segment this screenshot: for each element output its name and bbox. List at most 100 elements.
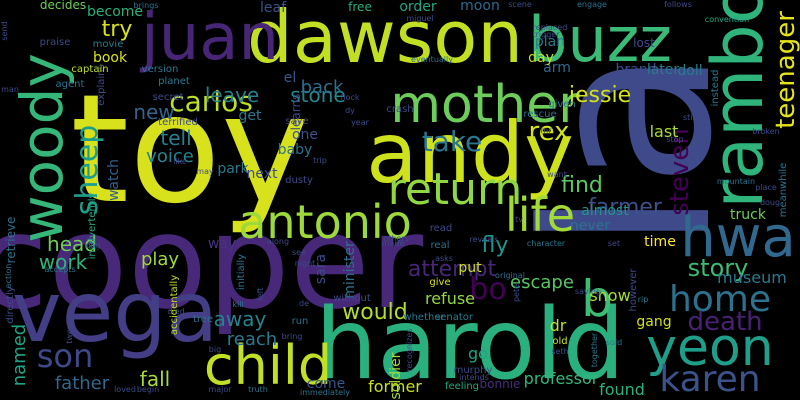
word-meanwhile: meanwhile (778, 162, 789, 218)
word-original: original (495, 271, 525, 280)
word-antonio: antonio (238, 195, 412, 249)
word-run: run (291, 316, 309, 327)
word-rex: rex (528, 117, 570, 147)
word-recognizes: recognizes (405, 328, 414, 372)
word-together: together (590, 332, 599, 368)
word-fall: fall (139, 367, 171, 391)
word-trigger: trigger (532, 30, 560, 39)
word-big: big (208, 345, 222, 354)
word-dy: dy (345, 106, 355, 115)
word-movie: movie (92, 39, 124, 50)
word-dusty: dusty (285, 175, 313, 186)
word-named: named (9, 323, 30, 387)
word-minister: minister (342, 241, 358, 299)
word-watch: watch (106, 158, 122, 202)
word-secret: secret (152, 92, 184, 103)
word-truck: truck (730, 207, 766, 223)
word-baby: baby (277, 142, 313, 158)
word-child: child (203, 334, 333, 397)
word-mr: mr (540, 126, 552, 135)
word-stop: stop (666, 135, 684, 144)
word-park: park (217, 161, 249, 177)
word-time: time (644, 234, 676, 250)
word-death: death (687, 307, 763, 337)
word-immediately: immediately (300, 388, 350, 397)
word-doug: doug (759, 198, 781, 207)
word-planet: planet (158, 76, 190, 87)
word-way: way (207, 236, 237, 252)
word-mountain: mountain (716, 177, 756, 186)
word-initially: initially (236, 253, 247, 291)
word-broken: broken (752, 127, 780, 136)
word-carlos: carlos (169, 85, 253, 118)
word-praise: praise (39, 37, 71, 48)
word-cooper: cooper (0, 186, 424, 338)
word-order: order (399, 0, 437, 15)
word-yeon: yeon (646, 318, 774, 378)
word-want: want (547, 170, 567, 179)
word-el: el (283, 70, 297, 86)
word-stone: stone (290, 83, 346, 107)
word-play: play (140, 249, 180, 270)
word-still: still (683, 113, 697, 122)
word-almost: almost (581, 203, 629, 219)
word-rescue: rescue (523, 109, 557, 120)
word-teenager: teenager (771, 11, 800, 129)
word-farmer: farmer (588, 195, 662, 220)
word-last: last (649, 122, 679, 141)
word-sara: sara (313, 253, 329, 285)
word-tv: tv (515, 215, 523, 224)
word-tell: tell (160, 126, 192, 150)
word-harold: harold (315, 288, 625, 400)
word-year: year (351, 118, 369, 127)
word-father: father (54, 373, 110, 394)
word-major: major (208, 385, 232, 394)
word-refuse: refuse (424, 289, 476, 308)
word-hwa: hwa (680, 205, 796, 270)
word-take: take (421, 125, 483, 158)
word-directly: directly (5, 286, 16, 324)
word-twenty: twenty (65, 316, 74, 344)
word-museum: museum (717, 268, 787, 287)
word-real: real (430, 240, 450, 251)
word-trip: trip (313, 156, 327, 165)
word-accidentally: accidentally (169, 274, 180, 336)
word-action: action (4, 263, 13, 289)
word-soldier: soldier (388, 352, 404, 400)
word-bonnie: bonnie (479, 377, 521, 391)
word-free: free (348, 0, 372, 14)
word-new: new (133, 100, 175, 124)
word-karen: karen (659, 359, 761, 400)
word-convention: convention (704, 15, 750, 24)
word-dr: dr (549, 316, 567, 335)
word-made: made (381, 239, 405, 248)
word-book: book (92, 50, 128, 66)
word-send: send (0, 21, 9, 41)
word-leaf: leaf (259, 0, 287, 16)
word-instead: instead (710, 69, 721, 107)
word-jessie: jessie (568, 83, 632, 108)
word-life: life (504, 188, 576, 242)
word-intends: intends (459, 373, 489, 382)
word-captain: captain (71, 64, 109, 75)
word-show: show (589, 286, 631, 305)
word-pete: pete (512, 283, 521, 303)
word-feeling: feeling (444, 381, 480, 392)
word-asks: asks (435, 254, 453, 263)
word-away: away (213, 307, 267, 331)
word-old: old (552, 336, 568, 347)
word-never: never (569, 218, 611, 234)
word-like: like (173, 157, 187, 166)
word-sold: sold (605, 338, 623, 347)
word-place: place (755, 183, 777, 192)
word-murphy: murphy (453, 365, 493, 376)
word-try: try (101, 17, 133, 42)
word-given: given (548, 99, 576, 110)
word-may: may (196, 167, 214, 176)
word-version: version (141, 64, 179, 75)
word-retrieve: retrieve (4, 216, 18, 264)
word-brand: brand (615, 62, 657, 78)
word-saving: saving (574, 287, 602, 296)
word-without: without (333, 293, 371, 304)
